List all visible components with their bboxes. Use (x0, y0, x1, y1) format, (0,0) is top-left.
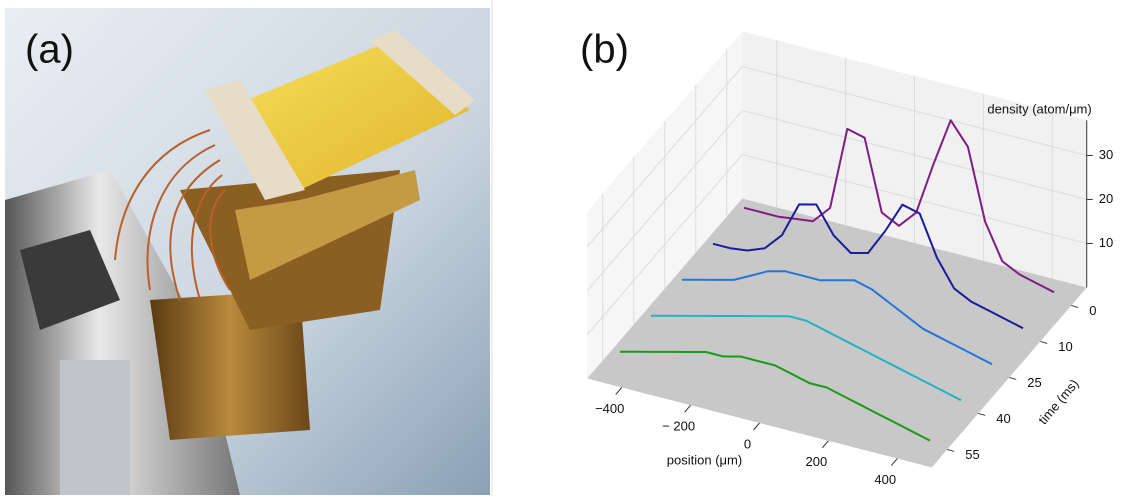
x-tick (754, 423, 760, 430)
waterfall-chart: (b) 10 20 30 density (atom/μm) −400 − 200 0 200… (580, 28, 1113, 487)
x-tick-label: − 200 (662, 419, 695, 434)
t-tick-label: 55 (965, 447, 979, 462)
t-tick-label: 10 (1058, 339, 1072, 354)
t-tick-label: 25 (1027, 375, 1041, 390)
z-tick-label: 30 (1099, 147, 1113, 162)
t-tick-label: 0 (1089, 303, 1096, 318)
x-tick-label: 0 (744, 436, 751, 451)
t-tick (978, 413, 985, 415)
x-axis-label: position (μm) (667, 452, 742, 467)
z-tick-label: 10 (1099, 235, 1113, 250)
x-tick (616, 387, 622, 394)
panel-label: (a) (25, 28, 74, 72)
x-tick (822, 441, 828, 448)
t-tick-label: 40 (996, 411, 1010, 426)
x-tick-label: 200 (806, 454, 828, 469)
x-tick (685, 405, 691, 412)
t-tick (1071, 305, 1078, 307)
x-tick (891, 459, 897, 466)
t-tick (947, 449, 954, 451)
t-tick (1009, 377, 1016, 379)
x-tick-label: −400 (595, 401, 624, 416)
x-tick-label: 400 (874, 472, 896, 487)
z-tick-label: 20 (1099, 191, 1113, 206)
panel-label: (b) (580, 28, 629, 72)
figure: (a) (b) 10 20 30 density (atom/μm) −400 − 200… (0, 0, 1139, 495)
t-tick (1040, 341, 1047, 343)
z-axis-label: density (atom/μm) (987, 102, 1091, 117)
photo: (a) (5, 8, 490, 495)
t-axis-label: time (ms) (1035, 376, 1081, 427)
